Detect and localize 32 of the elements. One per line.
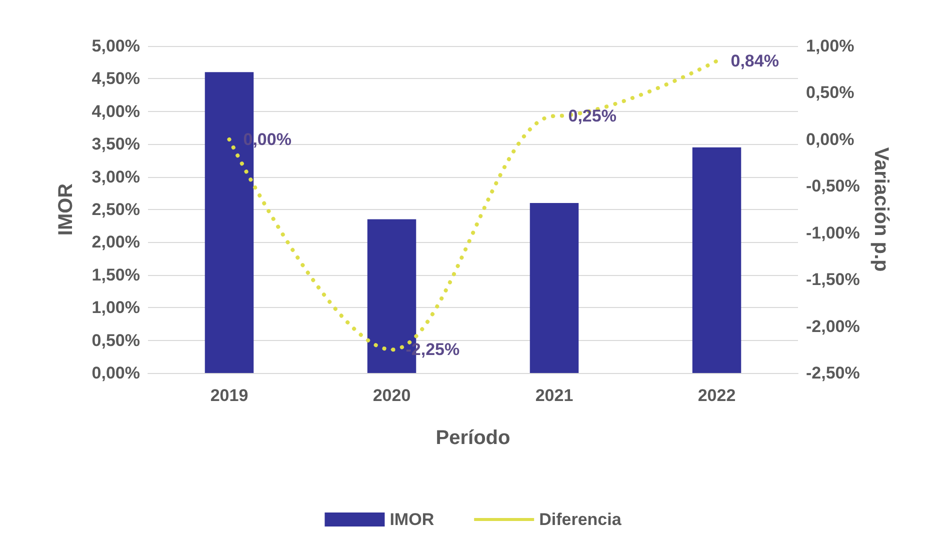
legend-label: Diferencia [539, 510, 622, 529]
y2-tick-label: -1,00% [806, 223, 860, 242]
bar [530, 202, 579, 373]
y-tick-label: 3,00% [92, 167, 140, 186]
x-tick-label: 2019 [210, 386, 248, 405]
y-tick-label: 2,50% [92, 200, 140, 219]
y-axis-title: IMOR [55, 182, 77, 236]
y-tick-label: 0,50% [92, 330, 140, 350]
y2-tick-label: 1,00% [806, 36, 854, 56]
y-tick-label: 3,50% [92, 134, 140, 154]
y2-tick-label: -1,50% [806, 270, 860, 290]
x-tick-label: 2022 [698, 386, 736, 405]
y-tick-label: 0,00% [92, 364, 140, 382]
x-tick-label: 2020 [372, 386, 411, 405]
data-label: 0,25% [568, 106, 616, 126]
y-tick-label: 2,00% [92, 232, 140, 252]
y2-tick-label: -2,00% [806, 316, 860, 336]
data-label: 0,84% [730, 51, 779, 70]
y-tick-label: 1,50% [92, 265, 140, 284]
legend-label: IMOR [390, 510, 434, 529]
y-tick-label: 5,00% [92, 36, 140, 56]
y2-tick-label: -2,50% [806, 364, 860, 382]
y2-axis-title: Variación p.p [870, 147, 892, 272]
x-axis-title: Período [436, 427, 510, 449]
y-tick-label: 1,00% [92, 298, 140, 318]
x-tick-label: 2021 [535, 386, 574, 405]
y-tick-label: 4,50% [92, 69, 140, 88]
y-tick-label: 4,00% [92, 102, 140, 121]
y2-tick-label: 0,50% [806, 83, 854, 102]
bar [692, 147, 742, 373]
y2-tick-label: 0,00% [806, 130, 854, 149]
y2-tick-label: -0,50% [806, 176, 860, 196]
